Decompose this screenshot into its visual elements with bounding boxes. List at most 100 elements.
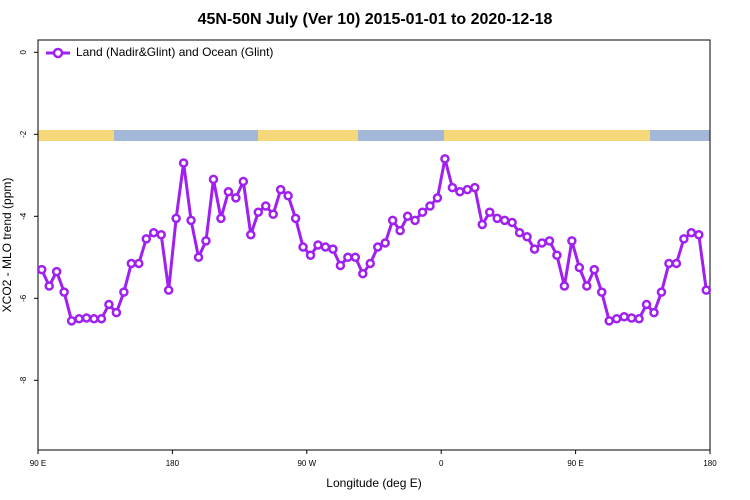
data-point	[499, 215, 510, 226]
data-point	[537, 238, 547, 248]
y-tick-label: 0	[19, 50, 28, 55]
y-tick-label: -2	[19, 130, 28, 138]
data-point	[171, 213, 181, 224]
data-point	[335, 260, 346, 271]
data-point	[372, 242, 383, 252]
data-point	[604, 316, 614, 326]
data-point	[208, 174, 219, 185]
data-point	[305, 250, 316, 260]
data-point	[253, 207, 264, 217]
data-point	[477, 219, 488, 230]
data-point	[402, 211, 413, 222]
chart-title: 45N-50N July (Ver 10) 2015-01-01 to 2020…	[198, 11, 553, 28]
data-point	[238, 176, 249, 187]
data-point	[544, 236, 555, 246]
data-point	[634, 314, 644, 324]
x-axis-label: Longitude (deg E)	[326, 476, 421, 490]
data-point	[74, 314, 84, 324]
data-point	[275, 184, 286, 195]
data-point	[462, 184, 473, 195]
data-point	[522, 232, 532, 242]
data-point	[455, 186, 465, 197]
data-point	[470, 182, 480, 193]
x-tick-label: 90 E	[30, 459, 46, 468]
data-point	[246, 230, 256, 240]
data-point	[119, 287, 129, 297]
data-point	[410, 215, 420, 226]
data-point	[178, 158, 189, 168]
data-point	[320, 242, 331, 252]
data-point	[223, 186, 234, 197]
data-point	[567, 236, 577, 246]
data-point	[380, 238, 390, 248]
data-point	[686, 227, 697, 238]
map-strip	[38, 130, 710, 141]
data-point	[664, 258, 674, 269]
data-point	[574, 262, 585, 273]
data-point	[701, 285, 712, 295]
data-point	[111, 307, 122, 318]
data-point	[589, 264, 600, 275]
data-point	[425, 201, 435, 211]
data-point	[201, 236, 211, 246]
data-point	[313, 240, 323, 250]
x-tick-label: 0	[439, 459, 444, 468]
data-point	[59, 287, 69, 297]
data-point	[156, 230, 166, 240]
data-point	[193, 252, 204, 263]
data-point	[66, 316, 77, 326]
y-tick-label: -4	[19, 212, 28, 220]
data-point	[89, 314, 99, 324]
data-point	[186, 215, 196, 226]
data-point	[260, 201, 271, 211]
data-point	[51, 266, 62, 277]
data-point	[596, 287, 607, 297]
data-point	[679, 234, 689, 244]
data-point	[552, 250, 562, 260]
data-point	[290, 213, 301, 224]
data-point	[268, 209, 278, 219]
land-band	[258, 130, 358, 141]
data-point	[484, 207, 495, 217]
data-point	[358, 268, 368, 279]
y-tick-label: -8	[19, 376, 28, 384]
data-point	[126, 258, 137, 269]
x-tick-label: 90 E	[567, 459, 583, 468]
data-point	[96, 314, 107, 324]
data-point	[626, 313, 637, 323]
data-point	[141, 234, 152, 244]
x-tick-label: 90 W	[297, 459, 316, 468]
data-point	[671, 258, 682, 269]
data-point	[283, 191, 293, 201]
data-point	[387, 215, 398, 226]
data-point	[44, 281, 54, 291]
data-point	[656, 287, 667, 297]
data-point	[36, 264, 47, 275]
data-point	[134, 258, 144, 269]
y-axis-label: XCO2 - MLO trend (ppm)	[0, 178, 14, 313]
data-point	[365, 258, 376, 269]
data-point	[343, 252, 353, 263]
plot-frame	[37, 39, 711, 451]
data-point	[350, 252, 361, 263]
data-point	[395, 225, 405, 236]
data-point	[447, 182, 458, 193]
data-point	[492, 213, 502, 224]
x-tick-label: 180	[703, 459, 717, 468]
data-point	[298, 242, 308, 252]
data-point	[611, 314, 622, 324]
data-point	[432, 193, 443, 203]
data-point	[104, 299, 114, 310]
data-point	[514, 227, 525, 238]
data-point	[417, 207, 428, 217]
data-point	[148, 227, 159, 238]
data-point	[694, 230, 704, 240]
series-line	[40, 158, 708, 323]
data-point	[641, 299, 652, 310]
land-band	[38, 130, 114, 141]
ocean-band	[38, 130, 710, 141]
data-point	[559, 281, 570, 291]
data-point	[440, 154, 450, 164]
land-band	[444, 130, 650, 141]
